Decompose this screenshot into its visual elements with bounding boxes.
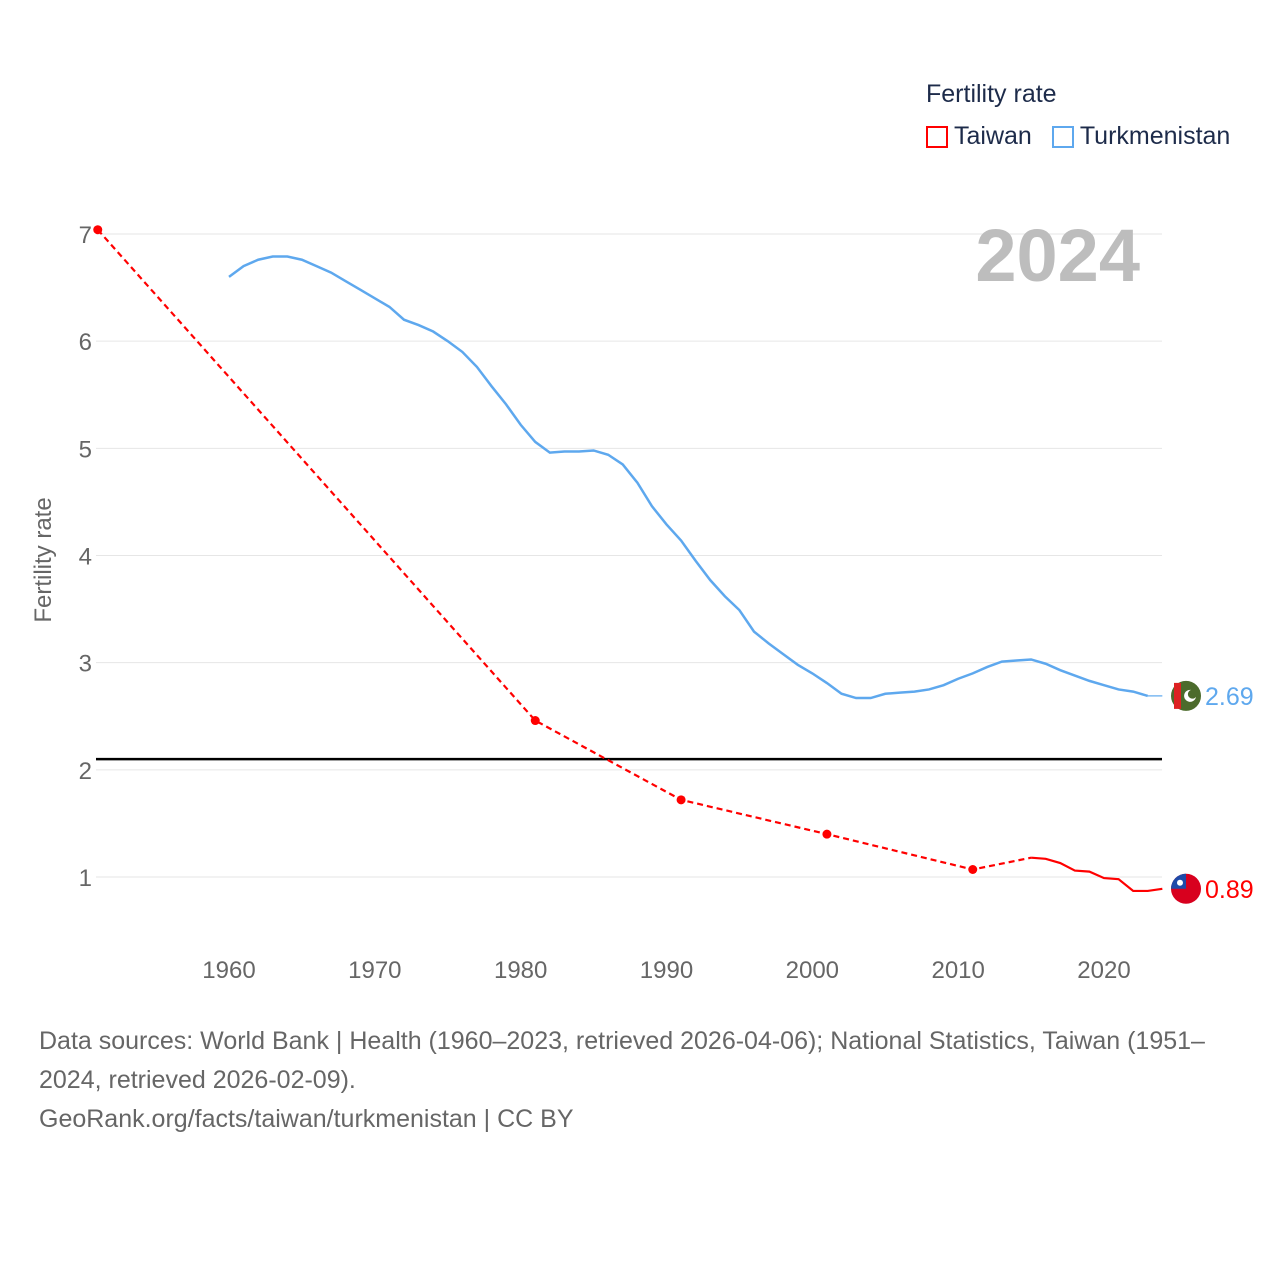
x-tick-label: 2020: [1077, 957, 1130, 984]
y-tick-label: 1: [79, 865, 92, 892]
legend-item-taiwan[interactable]: Taiwan: [926, 122, 1032, 151]
x-tick-label: 2010: [931, 957, 984, 984]
turkmenistan-line: [228, 255, 1149, 700]
y-tick-label: 2: [79, 758, 92, 785]
taiwan-data-point: [968, 864, 978, 874]
y-tick-label: 5: [79, 436, 92, 463]
y-tick-label: 4: [79, 544, 92, 571]
legend: Taiwan Turkmenistan: [926, 122, 1230, 151]
x-tick-label: 2000: [786, 957, 839, 984]
legend-label-taiwan: Taiwan: [954, 122, 1032, 150]
data-sources: Data sources: World Bank | Health (1960–…: [39, 1027, 1205, 1094]
legend-title: Fertility rate: [926, 80, 1057, 108]
source-note: Data sources: World Bank | Health (1960–…: [39, 1022, 1249, 1139]
y-axis-label: Fertility rate: [30, 497, 57, 622]
legend-label-turkmenistan: Turkmenistan: [1079, 122, 1231, 150]
turkmenistan-end-label: 2.69: [1205, 683, 1254, 711]
y-tick-label: 7: [79, 222, 92, 249]
taiwan-end-label: 0.89: [1205, 876, 1254, 904]
legend-item-turkmenistan[interactable]: Turkmenistan: [1051, 122, 1231, 151]
legend-swatch-turkmenistan: [1051, 125, 1074, 148]
y-tick-label: 3: [79, 651, 92, 678]
turkmenistan-flag-stripe: [1174, 682, 1181, 709]
x-tick-label: 1970: [348, 957, 401, 984]
taiwan-line-dashed: [96, 228, 1032, 871]
taiwan-data-point: [530, 716, 540, 726]
year-label: 2024: [975, 214, 1140, 297]
legend-swatch-taiwan: [926, 125, 948, 148]
taiwan-line: [1031, 856, 1163, 893]
attribution-link[interactable]: GeoRank.org/facts/taiwan/turkmenistan | …: [39, 1105, 574, 1133]
x-tick-label: 1990: [640, 957, 693, 984]
turkmenistan-crescent-icon: [1184, 689, 1196, 702]
taiwan-sun-icon: [1177, 879, 1183, 886]
y-tick-label: 6: [79, 329, 92, 356]
x-tick-label: 1980: [494, 957, 547, 984]
taiwan-data-point: [822, 829, 832, 839]
taiwan-data-point: [676, 795, 686, 805]
x-tick-label: 1960: [202, 957, 255, 984]
taiwan-data-point: [93, 225, 103, 235]
